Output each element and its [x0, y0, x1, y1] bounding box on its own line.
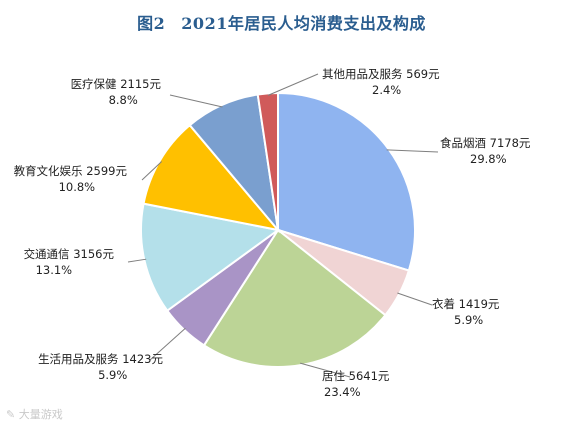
slice-label-household: 生活用品及服务 1423元 5.9%: [38, 351, 163, 383]
slice-label-food: 食品烟酒 7178元 29.8%: [440, 135, 530, 167]
slice-label-transport: 交通通信 3156元 13.1%: [24, 246, 114, 278]
slice-percent: 23.4%: [324, 385, 361, 399]
leader-line-5: [141, 161, 163, 181]
leader-line-4: [127, 258, 147, 263]
pie-slice-7: [256, 91, 279, 231]
slice-percent: 5.9%: [98, 368, 128, 382]
slice-value: 1423元: [122, 352, 163, 366]
slice-label-clothing: 衣着 1419元 5.9%: [432, 296, 499, 328]
slice-name: 生活用品及服务: [38, 352, 119, 366]
pie-slice-5: [142, 123, 281, 232]
slice-name: 食品烟酒: [440, 136, 486, 150]
pie-slice-0: [277, 91, 416, 272]
slice-name: 其他用品及服务: [322, 67, 403, 81]
slice-label-medical: 医疗保健 2115元 8.8%: [71, 76, 161, 108]
slice-percent: 29.8%: [470, 152, 507, 166]
leader-line-6: [169, 94, 223, 108]
slice-percent: 5.9%: [454, 313, 484, 327]
leader-line-2: [300, 362, 351, 378]
slice-percent: 8.8%: [108, 93, 138, 107]
slice-value: 1419元: [458, 297, 500, 311]
figure-label: 图2: [137, 14, 166, 33]
slice-percent: 13.1%: [35, 263, 73, 277]
slice-name: 衣着: [432, 297, 455, 311]
chart-title: 图2 2021年居民人均消费支出及构成: [0, 10, 563, 34]
pie-slice-2: [202, 228, 387, 368]
slice-value: 5641元: [348, 369, 390, 383]
slice-value: 3156元: [73, 247, 114, 261]
watermark-icon: ✎: [6, 408, 16, 421]
leader-line-1: [397, 292, 433, 306]
slice-value: 7178元: [489, 136, 531, 150]
slice-value: 569元: [406, 67, 440, 81]
slice-percent: 10.8%: [58, 180, 96, 194]
slice-value: 2599元: [86, 164, 127, 178]
leader-line-0: [386, 149, 439, 153]
leader-line-7: [267, 73, 319, 96]
slice-name: 居住: [322, 369, 345, 383]
slice-label-education: 教育文化娱乐 2599元 10.8%: [14, 163, 127, 195]
figure-title: 2021年居民人均消费支出及构成: [181, 14, 426, 33]
slice-label-housing: 居住 5641元 23.4%: [322, 368, 389, 400]
slice-name: 教育文化娱乐: [13, 164, 83, 178]
watermark: ✎ 大量游戏: [6, 406, 63, 422]
slice-percent: 2.4%: [372, 83, 402, 97]
leader-line-3: [149, 327, 186, 361]
slice-name: 交通通信: [23, 247, 70, 261]
slice-name: 医疗保健: [70, 77, 117, 91]
watermark-text: 大量游戏: [18, 408, 63, 421]
slice-value: 2115元: [120, 77, 161, 91]
slice-label-other: 其他用品及服务 569元 2.4%: [322, 66, 440, 98]
